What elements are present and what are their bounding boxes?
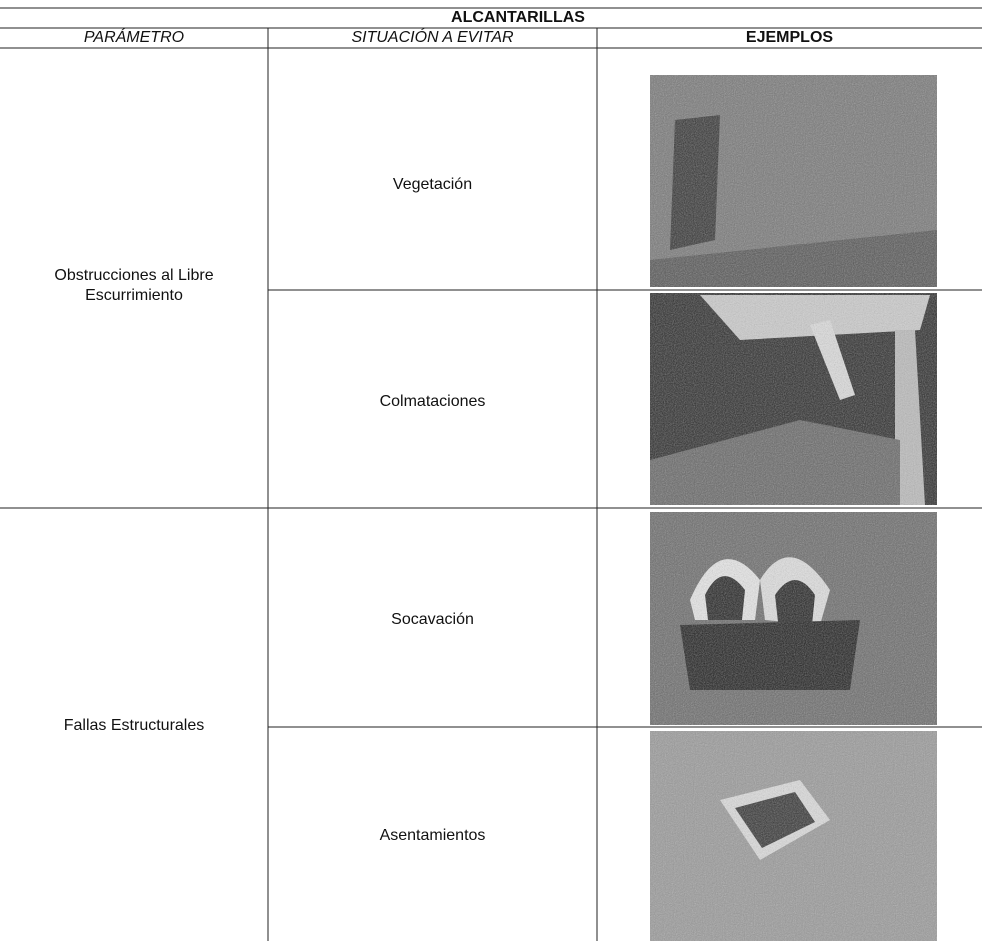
header: SITUACIÓN A EVITAR [351, 29, 514, 46]
situation: Colmataciones [379, 393, 486, 410]
photo-colmataciones [650, 293, 937, 505]
parameter: Obstrucciones al Libre Escurrimiento [54, 267, 214, 304]
photo-vegetacion [650, 75, 937, 287]
photo-asentamientos [650, 731, 937, 941]
situation: Socavación [391, 611, 474, 628]
photo-socavacion [650, 512, 937, 725]
table-title: ALCANTARILLAS [451, 9, 585, 26]
situation: Asentamientos [379, 827, 486, 844]
header: EJEMPLOS [745, 29, 834, 46]
parameter: Fallas Estructurales [63, 717, 205, 734]
situation: Vegetación [392, 176, 473, 193]
header: PARÁMETRO [83, 29, 185, 46]
